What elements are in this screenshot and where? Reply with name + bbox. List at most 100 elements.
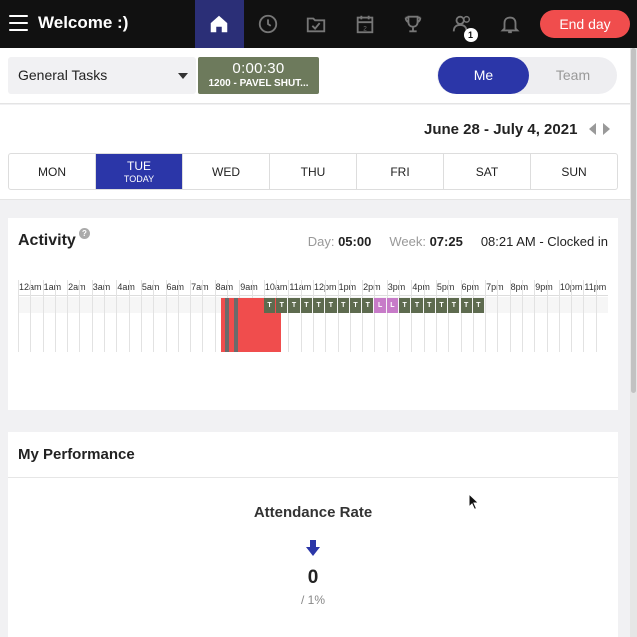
tab-tue[interactable]: TUE TODAY [96,154,183,189]
grid-line [374,280,376,352]
grid-line [190,280,192,352]
tab-thu[interactable]: THU [270,154,357,189]
users-icon[interactable]: 1 [438,0,487,48]
activity-card: Activity ? Day: 05:00 Week: 07:25 08:21 … [8,218,618,410]
scrollbar-thumb[interactable] [631,48,636,393]
activity-mark[interactable]: T [435,298,448,313]
nav-icons: 2 1 [195,0,535,48]
grid-line [349,280,351,352]
activity-mark[interactable]: T [263,298,276,313]
calendar-icon[interactable]: 2 [341,0,390,48]
end-day-button[interactable]: End day [540,10,630,38]
activity-mark[interactable]: T [337,298,349,313]
next-week-icon[interactable] [603,123,610,135]
grid-line [91,280,93,352]
prev-week-icon[interactable] [589,123,596,135]
date-range: June 28 - July 4, 2021 [424,121,578,138]
menu-icon[interactable] [9,15,28,31]
task-select-value: General Tasks [18,67,108,83]
trophy-icon[interactable] [389,0,438,48]
grid-line [472,280,474,352]
grid-line [435,280,437,352]
bell-icon[interactable] [486,0,535,48]
tab-fri[interactable]: FRI [357,154,444,189]
grid-line [104,280,106,352]
day-label: Day: [307,234,335,249]
timer-task: 1200 - PAVEL SHUT... [208,78,309,89]
hour-label: 6pm [461,282,480,292]
activity-mark[interactable]: T [276,298,288,313]
hour-label: 12pm [314,282,337,292]
notification-badge: 1 [463,28,478,42]
task-check-icon[interactable] [292,0,341,48]
hour-label: 10pm [560,282,583,292]
activity-mark[interactable]: T [313,298,325,313]
svg-text:2: 2 [363,25,367,32]
activity-mark[interactable]: T [411,298,423,313]
tab-mon[interactable]: MON [9,154,96,189]
grid-line [521,280,523,352]
tab-sun[interactable]: SUN [561,164,587,179]
grid-line [509,280,511,352]
activity-title: Activity [18,232,76,249]
grid-line [448,280,450,352]
break-marker [234,298,239,352]
hour-label: 7pm [486,282,504,292]
mouse-cursor-icon [468,493,480,511]
activity-stats: Day: 05:00 Week: 07:25 08:21 AM - Clocke… [308,234,608,249]
activity-mark[interactable]: T [349,298,362,313]
day-value: 05:00 [338,234,372,249]
attendance-value: 0 [307,567,319,588]
performance-card: My Performance Attendance Rate 0 / 1% [8,432,618,637]
grid-line [571,280,573,352]
grid-line [534,280,536,352]
grid-line [485,280,487,352]
activity-mark[interactable]: L [374,298,386,313]
tab-wed[interactable]: WED [183,154,270,189]
activity-mark[interactable]: T [300,298,312,313]
control-row: General Tasks 0:00:30 1200 - PAVEL SHUT.… [0,48,630,104]
grid-line [313,280,314,352]
clock-icon[interactable] [244,0,293,48]
activity-mark[interactable]: T [460,298,472,313]
activity-mark[interactable]: L [386,298,399,313]
grid-line [67,280,69,352]
me-team-toggle: Me Team [437,57,617,94]
attendance-sub: / 1% [300,593,325,607]
toggle-team[interactable]: Team [555,67,591,83]
grid-line [300,280,302,352]
activity-mark[interactable]: T [325,298,337,313]
scrollbar[interactable] [630,48,637,637]
activity-mark[interactable]: T [423,298,435,313]
hour-label: 12am [19,282,42,292]
task-select[interactable]: General Tasks [8,57,196,94]
activity-mark[interactable]: T [399,298,411,313]
hour-label: 9am [240,282,258,292]
hour-label: 5am [141,282,160,292]
grid-line [177,280,179,352]
help-icon[interactable]: ? [79,228,90,239]
grid-line [325,280,327,352]
grid-line [153,280,155,352]
hour-label: 9pm [535,282,553,292]
activity-mark[interactable]: T [362,298,374,313]
hour-label: 1pm [338,282,357,292]
activity-mark[interactable]: T [448,298,460,313]
week-selector: June 28 - July 4, 2021 MON TUE TODAY WED … [0,105,630,200]
timer-display[interactable]: 0:00:30 1200 - PAVEL SHUT... [198,57,319,94]
hour-label: 6am [166,282,185,292]
grid-line [583,280,585,352]
home-icon[interactable] [195,0,244,48]
tab-sat[interactable]: SAT [444,154,531,189]
toggle-me[interactable]: Me [438,57,529,94]
clocked-status: 08:21 AM - Clocked in [480,234,608,249]
grid-line [18,280,19,352]
hour-label: 3am [92,282,111,292]
grid-line [54,280,56,352]
hour-label: 4am [117,282,135,292]
hour-label: 7am [191,282,209,292]
grid-line [460,280,462,352]
activity-mark[interactable]: T [472,298,485,313]
hour-label: 8am [215,282,234,292]
activity-mark[interactable]: T [288,298,300,313]
